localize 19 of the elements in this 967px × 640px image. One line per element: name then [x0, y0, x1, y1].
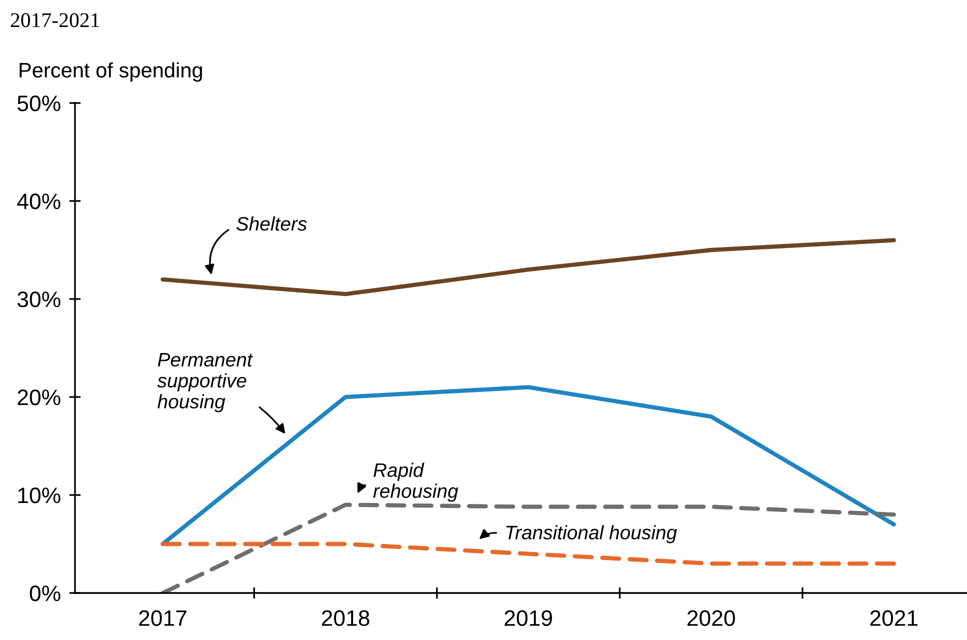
y-tick-label: 50% — [18, 96, 60, 112]
x-tick-label: 2021 — [870, 610, 918, 626]
x-tick-label: 2017 — [139, 610, 186, 626]
x-tick-label: 2018 — [322, 610, 370, 626]
x-tick-label: 2020 — [688, 610, 735, 626]
y-tick-label: 0% — [30, 586, 60, 602]
y-tick-label: 30% — [17, 292, 60, 308]
text: Shelters — [236, 216, 307, 231]
y-axis-title: Percent of spending — [20, 62, 202, 82]
series-label: Transitional housing — [506, 525, 677, 544]
line-series — [160, 502, 896, 593]
line-series — [160, 238, 896, 296]
chart-title: 2017-2021 — [10, 13, 100, 28]
y-tick-label: 20% — [18, 390, 60, 406]
series-label: Rapid rehousing — [373, 462, 458, 502]
x-tick-label: 2019 — [504, 610, 552, 626]
y-tick-label: 40% — [17, 194, 60, 210]
text: Permanent supportive housing — [157, 353, 254, 412]
y-tick-label: 10% — [18, 488, 60, 504]
